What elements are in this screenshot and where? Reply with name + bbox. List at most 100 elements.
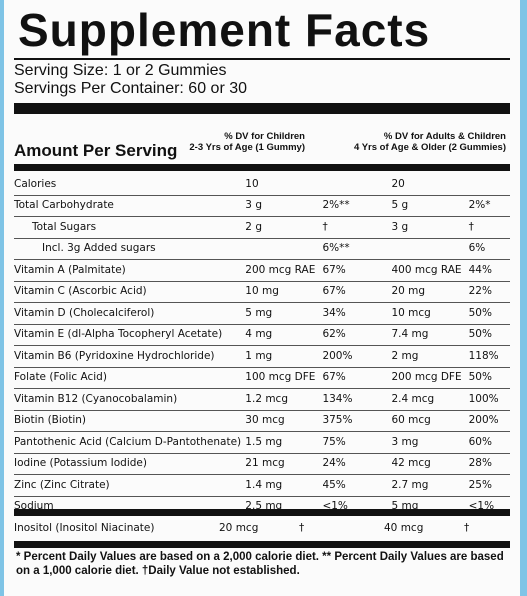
nutrient-row: Vitamin B12 (Cyanocobalamin) 1.2 mcg 134% 2… xyxy=(14,388,510,411)
children-column-heading: % DV for Children 2-3 Yrs of Age (1 Gumm… xyxy=(189,131,305,153)
dv-adults: 118% xyxy=(468,345,510,368)
adults-column-line1: % DV for Adults & Children xyxy=(383,131,506,142)
nutrient-table: Calories 10 20 Total Carbohydrate 3 g 2%** 5 g… xyxy=(14,174,510,517)
adults-column-heading: % DV for Adults & Children 4 Yrs of Age … xyxy=(354,131,506,153)
amount-children: 10 mg xyxy=(245,281,323,303)
dv-adults: 50% xyxy=(468,367,510,389)
amount-adults: 10 mcg xyxy=(391,302,469,325)
nutrient-row: Biotin (Biotin) 30 mcg 375% 60 mcg 200% xyxy=(14,410,510,432)
nutrient-row: Zinc (Zinc Citrate) 1.4 mg 45% 2.7 mg 25% xyxy=(14,474,510,497)
dv-children: <1% xyxy=(322,500,348,513)
nutrient-row: Sodium 2.5 mg <1% 5 mg <1% xyxy=(14,496,510,517)
amount-children: 20 mcg xyxy=(219,522,259,534)
dv-children: 200% xyxy=(322,345,392,368)
nutrient-row: Total Sugars 2 g † 3 g † xyxy=(14,216,510,239)
amount-adults: 400 mcg RAE xyxy=(391,259,469,282)
amount-adults: 40 mcg xyxy=(384,522,424,534)
amount-children: 3 g xyxy=(245,195,323,217)
nutrient-row: Iodine (Potassium Iodide) 21 mcg 24% 42 mcg… xyxy=(14,453,510,475)
nutrient-row: Pantothenic Acid (Calcium D-Pantothenate… xyxy=(14,431,510,454)
amount-children: 5 mg xyxy=(245,302,323,325)
serving-size: Serving Size: 1 or 2 Gummies xyxy=(14,62,227,79)
amount-children: 1.4 mg xyxy=(245,474,323,497)
nutrient-row: Folate (Folic Acid) 100 mcg DFE 67% 200 mcg… xyxy=(14,367,510,389)
nutrient-row: Vitamin B6 (Pyridoxine Hydrochloride) 1 m… xyxy=(14,345,510,368)
amount-adults: 2.4 mcg xyxy=(391,388,469,411)
dv-adults: † xyxy=(464,522,470,534)
amount-adults: 3 g xyxy=(391,216,469,239)
dv-children: † xyxy=(299,522,305,534)
nutrient-name: Pantothenic Acid (Calcium D-Pantothenate… xyxy=(14,431,246,454)
dv-children: 6%** xyxy=(322,238,392,260)
nutrient-name: Calories xyxy=(14,174,246,196)
nutrient-name: Iodine (Potassium Iodide) xyxy=(14,453,246,475)
dv-adults: † xyxy=(468,216,510,239)
amount-children: 1 mg xyxy=(245,345,323,368)
dv-children xyxy=(322,174,392,196)
amount-adults: 2 mg xyxy=(391,345,469,368)
nutrient-name: Vitamin A (Palmitate) xyxy=(14,259,246,282)
thick-divider xyxy=(14,164,510,171)
nutrient-name: Inositol (Inositol Niacinate) xyxy=(14,522,155,534)
amount-children: 4 mg xyxy=(245,324,323,346)
nutrient-name: Folate (Folic Acid) xyxy=(14,367,246,389)
amount-adults: 3 mg xyxy=(391,431,469,454)
dv-adults xyxy=(468,174,510,196)
dv-adults: 60% xyxy=(468,431,510,454)
supplement-facts-label: Supplement Facts Serving Size: 1 or 2 Gu… xyxy=(4,0,520,596)
nutrient-row: Vitamin E (dl-Alpha Tocopheryl Acetate) 4… xyxy=(14,324,510,346)
dv-children: 67% xyxy=(322,367,392,389)
nutrient-name: Zinc (Zinc Citrate) xyxy=(14,474,246,497)
amount-adults: 42 mcg xyxy=(391,453,469,475)
dv-adults: 50% xyxy=(468,302,510,325)
dv-adults: <1% xyxy=(468,500,495,513)
amount-children: 200 mcg RAE xyxy=(245,259,323,282)
dv-children: † xyxy=(322,216,392,239)
amount-children: 1.2 mcg xyxy=(245,388,323,411)
thick-divider xyxy=(14,541,510,548)
amount-adults: 7.4 mg xyxy=(391,324,469,346)
amount-adults: 20 mg xyxy=(391,281,469,303)
dv-adults: 6% xyxy=(468,238,510,260)
amount-children: 10 xyxy=(245,174,323,196)
dv-adults: 25% xyxy=(468,474,510,497)
dv-adults: 200% xyxy=(468,410,510,432)
amount-children: 1.5 mg xyxy=(245,431,323,454)
amount-children: 2.5 mg xyxy=(245,500,283,513)
nutrient-row: Incl. 3g Added sugars 6%** 6% xyxy=(14,238,510,260)
amount-children: 100 mcg DFE xyxy=(245,367,323,389)
dv-children: 375% xyxy=(322,410,392,432)
dv-children: 34% xyxy=(322,302,392,325)
nutrient-name: Vitamin C (Ascorbic Acid) xyxy=(14,281,246,303)
nutrient-name: Incl. 3g Added sugars xyxy=(14,238,246,260)
dv-children: 2%** xyxy=(322,195,392,217)
amount-adults: 5 g xyxy=(391,195,469,217)
dv-adults: 28% xyxy=(468,453,510,475)
dv-children: 67% xyxy=(322,259,392,282)
nutrient-row: Vitamin A (Palmitate) 200 mcg RAE 67% 400 m… xyxy=(14,259,510,282)
amount-adults: 60 mcg xyxy=(391,410,469,432)
nutrient-name: Vitamin B12 (Cyanocobalamin) xyxy=(14,388,246,411)
nutrient-name: Vitamin E (dl-Alpha Tocopheryl Acetate) xyxy=(14,324,246,346)
divider xyxy=(14,58,510,60)
children-column-line2: 2-3 Yrs of Age (1 Gummy) xyxy=(189,142,305,153)
nutrient-row: Total Carbohydrate 3 g 2%** 5 g 2%* xyxy=(14,195,510,217)
nutrient-row: Calories 10 20 xyxy=(14,174,510,196)
amount-adults: 2.7 mg xyxy=(391,474,469,497)
nutrient-name: Total Carbohydrate xyxy=(14,195,246,217)
dv-adults: 44% xyxy=(468,259,510,282)
dv-children: 24% xyxy=(322,453,392,475)
nutrient-row: Vitamin C (Ascorbic Acid) 10 mg 67% 20 mg 22… xyxy=(14,281,510,303)
dv-adults: 50% xyxy=(468,324,510,346)
thick-divider xyxy=(14,509,510,516)
amount-children: 2 g xyxy=(245,216,323,239)
dv-adults: 100% xyxy=(468,388,510,411)
children-column-line1: % DV for Children xyxy=(224,131,305,142)
dv-children: 45% xyxy=(322,474,392,497)
nutrient-row: Vitamin D (Cholecalciferol) 5 mg 34% 10 mcg… xyxy=(14,302,510,325)
nutrient-name: Biotin (Biotin) xyxy=(14,410,246,432)
amount-adults: 20 xyxy=(391,174,469,196)
dv-children: 62% xyxy=(322,324,392,346)
dv-children: 75% xyxy=(322,431,392,454)
nutrient-name: Vitamin D (Cholecalciferol) xyxy=(14,302,246,325)
